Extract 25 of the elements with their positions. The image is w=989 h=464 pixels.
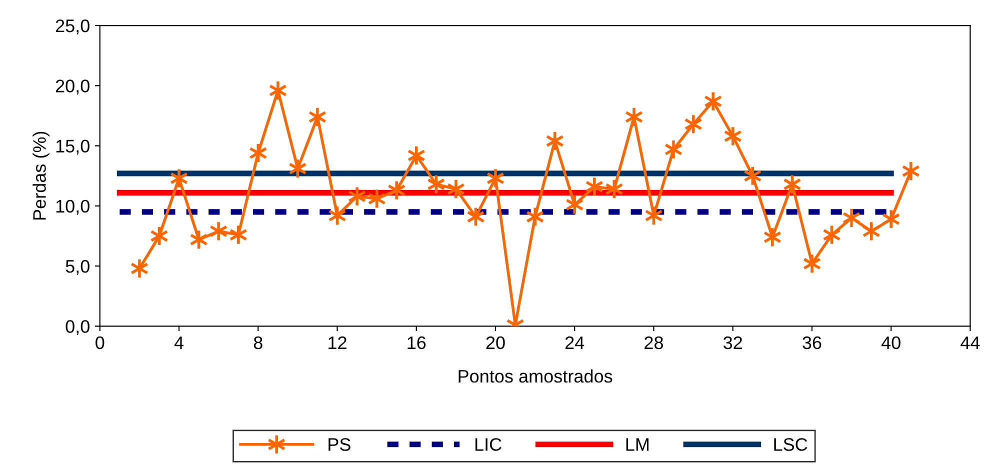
y-axis-title: Perdas (%)	[32, 132, 50, 220]
x-tick-label: 28	[644, 336, 663, 350]
x-tick-label: 12	[328, 336, 346, 349]
x-tick-label: 20	[486, 336, 505, 350]
legend-label: LSC	[774, 438, 808, 451]
x-axis-title: Pontos amostrados	[458, 369, 612, 383]
y-tick-label: 15,0	[56, 140, 90, 155]
legend-label: LIC	[475, 438, 502, 451]
x-tick-label: 16	[408, 336, 426, 350]
point	[170, 168, 188, 189]
legend-label: PS	[328, 438, 350, 451]
legend-label: LM	[626, 438, 648, 451]
x-tick-label: 36	[802, 336, 822, 350]
y-tick-label: 10,0	[56, 200, 90, 215]
x-tick-label: 8	[254, 336, 262, 350]
x-tick-label: 24	[565, 336, 584, 349]
x-tick-label: 32	[723, 336, 742, 350]
y-tick-label: 0,0	[66, 320, 90, 336]
y-tick-label: 20,0	[56, 80, 90, 95]
x-tick-label: 40	[881, 336, 900, 350]
y-tick-label: 25,0	[56, 19, 90, 34]
y-tick-label: 5,0	[66, 260, 90, 275]
x-tick-label: 44	[960, 336, 980, 349]
x-tick-label: 0	[96, 336, 104, 350]
x-tick-label: 4	[174, 336, 184, 349]
